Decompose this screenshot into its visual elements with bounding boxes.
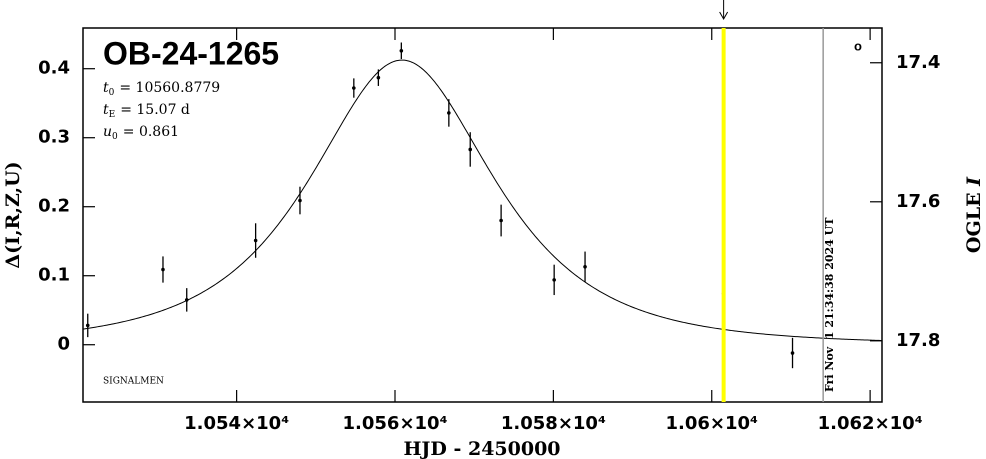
data-point	[468, 147, 473, 152]
y-tick-label: 0.2	[38, 196, 70, 217]
data-point	[253, 238, 258, 243]
y2-axis-title-text: OGLE	[963, 186, 985, 253]
model-curve	[83, 59, 882, 342]
x-tick-label: 1.054×10⁴	[184, 413, 289, 434]
data-point	[161, 267, 165, 272]
y-tick-label: 0.3	[38, 127, 70, 148]
model-param: tE = 15.07 d	[103, 102, 190, 120]
y2-tick-label: 17.8	[896, 330, 940, 351]
x-tick-label: 1.062×10⁴	[818, 413, 923, 434]
y2-tick-label: 17.6	[896, 191, 940, 212]
param-label: = 0.861	[123, 124, 179, 140]
data-point	[583, 264, 587, 269]
data-point	[376, 75, 381, 80]
x-axis-title: HJD - 2450000	[403, 438, 560, 459]
data-point	[447, 111, 451, 115]
param-symbol: t	[103, 80, 109, 96]
y-tick-label: 0.4	[38, 58, 70, 79]
y2-axis-title-italic: I	[963, 176, 985, 187]
y2-axis-title: OGLE I	[963, 176, 985, 253]
data-point	[552, 278, 556, 282]
x-tick-label: 1.058×10⁴	[501, 413, 606, 434]
param-symbol: t	[103, 102, 109, 118]
y-tick-label: 0.1	[38, 265, 70, 286]
model-param: u0 = 0.861	[103, 124, 179, 142]
param-label: = 15.07 d	[120, 102, 190, 118]
data-point	[790, 351, 795, 355]
param-subscript: 0	[109, 88, 115, 98]
chart-title: OB-24-1265	[103, 35, 279, 71]
data-point	[184, 298, 189, 302]
y2-tick-label: 17.4	[896, 52, 940, 73]
param-label: = 10560.8779	[119, 80, 220, 96]
data-point	[399, 48, 404, 53]
x-tick-label: 1.056×10⁴	[343, 413, 448, 434]
plot-frame	[82, 27, 883, 403]
note: SIGNALMEN	[103, 377, 164, 387]
x-tick-label: 1.06×10⁴	[666, 413, 759, 434]
param-subscript: E	[109, 110, 116, 120]
symbol: o	[854, 38, 862, 53]
data-point	[499, 218, 503, 223]
data-point	[352, 86, 356, 90]
data-point	[298, 198, 302, 203]
data-point	[85, 323, 90, 328]
y-tick-label: 0	[57, 334, 70, 355]
model-param: t0 = 10560.8779	[103, 80, 220, 98]
now-label: Fri Nov 1 21:34:38 2024 UT	[823, 217, 836, 392]
param-subscript: 0	[112, 132, 118, 142]
highlight-arrowhead	[719, 11, 729, 21]
param-symbol: u	[103, 124, 112, 140]
y-axis-title: Δ(I,R,Z,U)	[2, 161, 24, 268]
